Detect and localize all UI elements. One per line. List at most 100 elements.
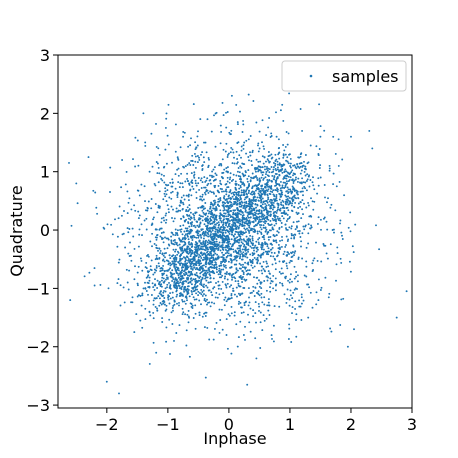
data-point xyxy=(231,233,233,236)
data-point xyxy=(225,126,228,129)
data-point xyxy=(201,248,203,251)
data-point xyxy=(248,205,251,208)
data-point xyxy=(186,177,189,180)
data-point xyxy=(172,309,174,312)
data-point xyxy=(186,299,188,302)
data-point xyxy=(195,184,198,187)
data-point xyxy=(280,245,283,248)
data-point xyxy=(232,178,235,181)
data-point xyxy=(206,250,209,253)
data-point xyxy=(206,215,209,218)
data-point xyxy=(295,211,298,214)
data-point xyxy=(232,272,235,275)
data-point xyxy=(272,233,275,236)
data-point xyxy=(153,268,156,271)
data-point xyxy=(275,239,278,242)
data-point xyxy=(260,212,263,215)
data-point xyxy=(155,161,158,163)
data-point xyxy=(230,129,233,132)
data-point xyxy=(195,264,198,267)
data-point xyxy=(290,232,293,235)
data-point xyxy=(191,249,194,252)
data-point xyxy=(336,252,339,255)
data-point xyxy=(290,341,293,343)
data-point xyxy=(183,280,186,283)
data-point xyxy=(158,281,161,284)
data-point xyxy=(249,229,252,232)
data-point xyxy=(332,183,335,186)
data-point xyxy=(278,174,281,177)
data-point xyxy=(282,153,285,156)
data-point xyxy=(182,215,185,218)
data-point xyxy=(260,228,263,231)
data-point xyxy=(282,164,285,167)
data-point xyxy=(207,166,210,169)
data-point xyxy=(174,268,177,271)
data-point xyxy=(279,187,282,190)
data-point xyxy=(250,246,253,249)
data-point xyxy=(301,190,304,193)
data-point xyxy=(235,251,238,254)
data-point xyxy=(255,210,258,212)
data-point xyxy=(309,291,312,294)
data-point xyxy=(294,233,297,236)
data-point xyxy=(188,281,190,284)
data-point xyxy=(189,211,192,214)
data-point xyxy=(268,229,271,232)
data-point xyxy=(184,286,187,288)
data-point xyxy=(239,249,242,252)
data-point xyxy=(274,164,277,167)
data-point xyxy=(197,130,199,133)
data-point xyxy=(173,303,176,306)
data-point xyxy=(128,197,131,200)
data-point xyxy=(186,234,189,237)
data-point xyxy=(215,291,218,294)
data-point xyxy=(293,236,296,239)
data-point xyxy=(139,257,142,260)
data-point xyxy=(290,171,293,173)
data-point xyxy=(194,148,197,151)
data-point xyxy=(119,284,122,287)
data-point xyxy=(222,231,225,234)
data-point xyxy=(187,315,190,318)
data-point xyxy=(200,236,203,239)
data-point xyxy=(225,286,228,289)
data-point xyxy=(225,255,228,258)
data-point xyxy=(212,249,215,252)
data-point xyxy=(219,179,222,182)
data-point xyxy=(241,258,244,261)
data-point xyxy=(269,136,272,138)
data-point xyxy=(261,171,264,174)
data-point xyxy=(297,256,300,259)
data-point xyxy=(148,299,151,302)
data-point xyxy=(163,247,166,250)
data-point xyxy=(272,166,275,169)
data-point xyxy=(178,304,180,307)
data-point xyxy=(170,274,173,277)
data-point xyxy=(146,275,149,278)
data-point xyxy=(300,152,303,155)
data-point xyxy=(160,269,163,272)
data-point xyxy=(202,237,205,240)
data-point xyxy=(229,200,231,203)
data-point xyxy=(240,264,242,266)
data-point xyxy=(299,205,302,208)
data-point xyxy=(214,145,217,148)
data-point xyxy=(255,250,258,253)
data-point xyxy=(335,279,337,282)
data-point xyxy=(273,224,276,227)
data-point xyxy=(278,217,281,220)
data-point xyxy=(235,150,238,153)
data-point xyxy=(173,260,176,263)
data-point xyxy=(271,280,274,283)
data-point xyxy=(198,292,201,294)
data-point xyxy=(237,241,240,244)
data-point xyxy=(156,233,159,236)
data-point xyxy=(201,193,204,196)
data-point xyxy=(244,207,247,210)
data-point xyxy=(160,227,163,230)
data-point xyxy=(294,196,296,199)
data-point xyxy=(237,249,240,252)
data-point xyxy=(205,311,208,314)
data-point xyxy=(227,197,230,200)
